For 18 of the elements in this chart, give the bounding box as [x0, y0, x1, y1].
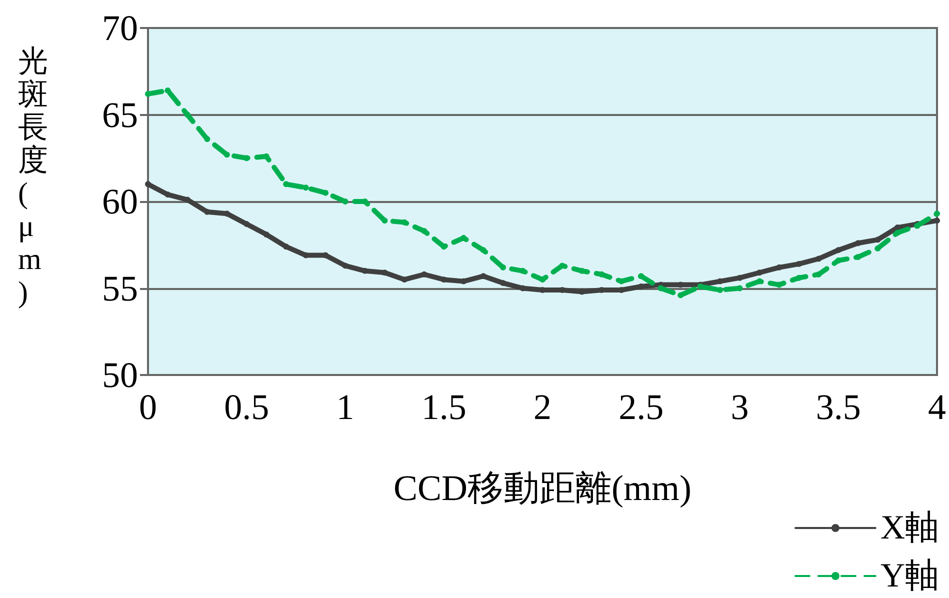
x-tick-label: 1.5 — [421, 387, 466, 427]
y-tick-label: 65 — [102, 94, 138, 135]
x-tick-label: 0 — [139, 387, 157, 427]
y-axis-title: 光斑長度(μm) — [18, 45, 48, 309]
x-tick-label: 0.5 — [224, 387, 270, 427]
x-axis-title: CCD移動距離(mm) — [393, 468, 692, 508]
y-tick-label: 55 — [102, 268, 138, 308]
x-tick-label: 1 — [336, 387, 354, 427]
x-tick-label: 4 — [928, 387, 946, 427]
y-tick-label: 70 — [102, 8, 138, 48]
y-tick-label: 50 — [102, 355, 138, 395]
x-tick-label: 3 — [730, 387, 749, 427]
x-tick-label: 3.5 — [816, 387, 861, 427]
x-tick-label: 2 — [534, 387, 552, 427]
legend-label: Y軸 — [880, 558, 940, 594]
y-tick-label: 60 — [102, 182, 138, 222]
legend-label: X軸 — [880, 510, 940, 546]
x-tick-label: 2.5 — [618, 387, 664, 427]
